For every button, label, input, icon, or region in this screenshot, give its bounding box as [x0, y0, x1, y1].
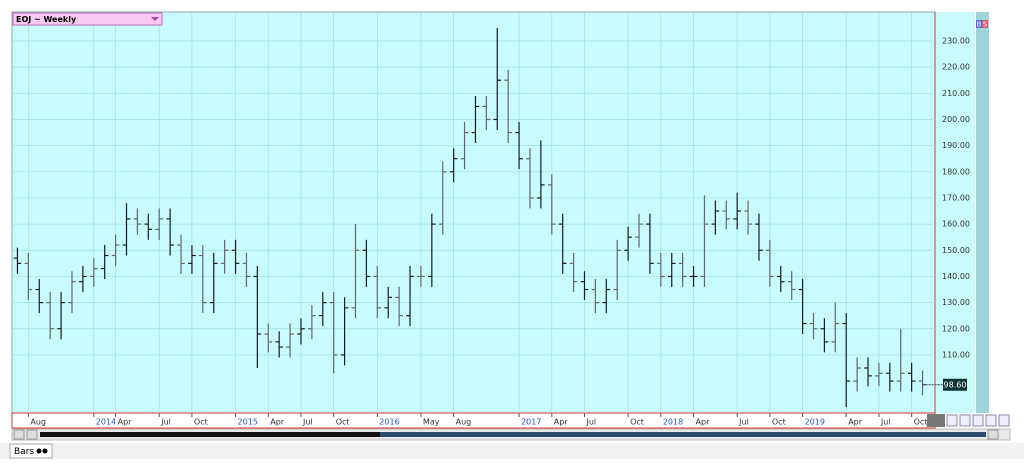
- x-tick-label: 2014: [96, 418, 116, 427]
- y-tick-label: 230.00: [942, 36, 970, 45]
- x-tick-label: Oct: [772, 418, 786, 427]
- x-tick-label: Apr: [554, 418, 569, 427]
- x-tick-label: Apr: [118, 418, 133, 427]
- y-tick-label: 150.00: [942, 246, 970, 255]
- nav-button[interactable]: [985, 414, 997, 427]
- y-tick-label: 220.00: [942, 63, 970, 72]
- last-price-box: [943, 378, 967, 391]
- buy-label: B: [977, 21, 982, 29]
- x-tick-label: 2017: [521, 418, 541, 427]
- x-tick-label: Jul: [880, 418, 891, 427]
- y-tick-label: 190.00: [942, 141, 970, 150]
- x-tick-label: Oct: [194, 418, 208, 427]
- scroll-left[interactable]: [26, 429, 38, 440]
- price-axis: [935, 12, 975, 413]
- scroll-start[interactable]: [13, 429, 25, 440]
- x-tick-label: 2018: [663, 418, 683, 427]
- y-tick-label: 180.00: [942, 167, 970, 176]
- x-tick-label: Oct: [336, 418, 350, 427]
- x-tick-label: Jul: [302, 418, 313, 427]
- x-tick-label: Jul: [586, 418, 597, 427]
- tab-icon: [36, 448, 42, 454]
- y-tick-label: 140.00: [942, 272, 970, 281]
- y-tick-label: 130.00: [942, 298, 970, 307]
- last-price-label: 98.60: [944, 381, 967, 390]
- x-tick-label: 2015: [238, 418, 258, 427]
- tab-label: Bars: [14, 447, 34, 457]
- y-tick-label: 210.00: [942, 89, 970, 98]
- bars-tab[interactable]: [9, 443, 53, 459]
- x-tick-label: Apr: [696, 418, 711, 427]
- x-tick-label: Aug: [30, 418, 46, 427]
- plot-area: [11, 11, 936, 414]
- time-axis: [11, 412, 936, 429]
- nav-button[interactable]: [972, 414, 984, 427]
- x-tick-label: Jul: [160, 418, 171, 427]
- nav-button[interactable]: [998, 414, 1010, 427]
- nav-button[interactable]: [959, 414, 971, 427]
- y-tick-label: 170.00: [942, 193, 970, 202]
- symbol-dropdown[interactable]: [12, 12, 163, 26]
- x-tick-label: Apr: [270, 418, 285, 427]
- sell-button[interactable]: [982, 20, 988, 28]
- x-tick-label: Apr: [848, 418, 863, 427]
- scroll-thumb[interactable]: [380, 432, 986, 437]
- nav-buttons: [946, 414, 1010, 427]
- tab-icon: [42, 448, 48, 454]
- buy-button[interactable]: [976, 20, 982, 28]
- scroll-right[interactable]: [987, 429, 999, 440]
- x-tick-label: May: [423, 418, 440, 427]
- nav-button[interactable]: [946, 414, 958, 427]
- x-tick-label: Aug: [456, 418, 472, 427]
- side-strip: [976, 12, 989, 413]
- sell-label: S: [983, 21, 988, 29]
- tab-bar: [0, 443, 1024, 459]
- x-tick-label: 2016: [379, 418, 399, 427]
- y-tick-label: 160.00: [942, 220, 970, 229]
- chart-title: EOJ ~ Weekly: [16, 15, 77, 24]
- x-tick-label: 2019: [805, 418, 825, 427]
- y-tick-label: 200.00: [942, 115, 970, 124]
- y-tick-label: 120.00: [942, 324, 970, 333]
- dropdown-arrow: [151, 17, 159, 21]
- x-tick-label: Oct: [914, 418, 928, 427]
- y-tick-label: 110.00: [942, 350, 970, 359]
- axis-corner: [927, 414, 945, 427]
- x-tick-label: Jul: [738, 418, 749, 427]
- x-tick-label: Oct: [630, 418, 644, 427]
